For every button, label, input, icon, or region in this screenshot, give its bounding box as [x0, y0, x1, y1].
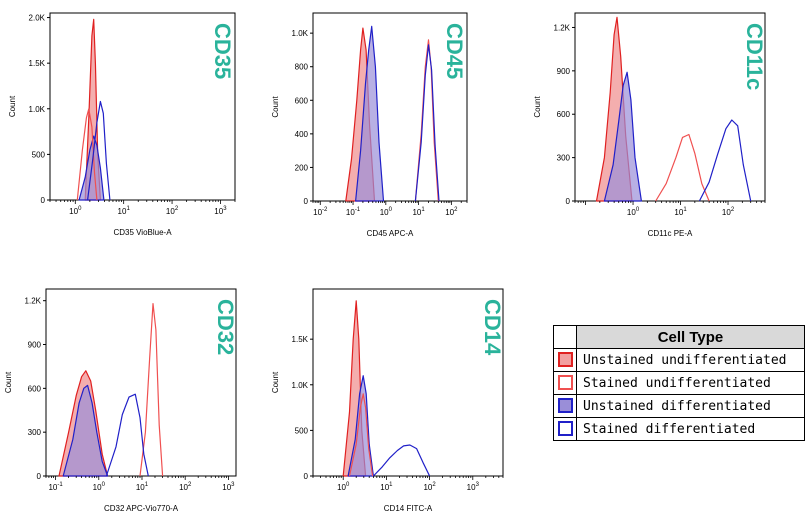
chart-title: CD32: [213, 299, 238, 355]
y-tick-label: 900: [557, 67, 571, 76]
y-tick-label: 300: [28, 428, 42, 437]
y-tick-label: 0: [304, 197, 309, 206]
series-curve: [414, 44, 440, 202]
legend-item: Stained differentiated: [553, 417, 805, 441]
y-tick-label: 600: [557, 110, 571, 119]
y-tick-label: 1.5K: [292, 335, 309, 344]
x-tick-label: 103: [222, 482, 235, 492]
chart-title: CD14: [480, 299, 505, 356]
legend-label: Stained undifferentiated: [576, 371, 805, 395]
plot-frame: [312, 12, 468, 202]
legend-swatch-icon: [557, 398, 573, 414]
x-axis-label: CD14 FITC-A: [384, 504, 433, 513]
x-tick-label: 100: [627, 207, 640, 217]
x-tick-label: 101: [380, 482, 393, 492]
histogram-chart: 0 200 400 600 800 1.0K 10-2 10-1 100 101 102 CD45 A…: [271, 12, 468, 238]
legend-swatch-icon: [557, 375, 573, 391]
x-tick-label: 100: [337, 482, 350, 492]
legend-label: Unstained differentiated: [576, 394, 805, 418]
y-tick-label: 1.0K: [29, 105, 46, 114]
y-tick-label: 1.0K: [292, 29, 309, 38]
chart-title: CD11c: [742, 23, 767, 90]
histogram-chart: 0 500 1.0K 1.5K 100 101 102 103 CD14 FITC-A Count…: [271, 288, 505, 513]
x-tick-label: 101: [118, 206, 131, 216]
legend-label: Unstained undifferentiated: [576, 348, 805, 372]
y-axis-label: Count: [533, 96, 542, 118]
series-curve: [372, 444, 431, 477]
x-tick-label: 102: [166, 206, 179, 216]
x-tick-label: 100: [93, 482, 106, 492]
x-tick-label: 103: [214, 206, 227, 216]
y-tick-label: 0: [37, 472, 42, 481]
y-axis-label: Count: [4, 371, 13, 393]
legend-corner: [553, 325, 577, 349]
x-tick-label: 102: [179, 482, 192, 492]
series-curve: [139, 303, 164, 477]
x-tick-label: 101: [136, 482, 149, 492]
histogram-chart: 0 300 600 900 1.2K 100 101 102 CD11c PE-A Count CD…: [533, 12, 767, 238]
histogram-chart: 0 500 1.0K 1.5K 2.0K 100 101 102 103 CD35 VioBlue…: [8, 12, 236, 237]
y-tick-label: 1.2K: [25, 297, 42, 306]
x-axis-label: CD35 VioBlue-A: [113, 228, 172, 237]
y-tick-label: 1.2K: [554, 23, 571, 32]
y-tick-label: 1.5K: [29, 59, 46, 68]
x-tick-label: 10-1: [48, 482, 63, 492]
y-tick-label: 400: [295, 130, 309, 139]
y-tick-label: 200: [295, 163, 309, 172]
series-curve: [62, 384, 109, 477]
legend-item: Stained undifferentiated: [553, 371, 805, 395]
legend-swatch-icon: [557, 421, 573, 437]
y-tick-label: 0: [304, 472, 309, 481]
y-tick-label: 0: [566, 197, 571, 206]
plot-frame: [49, 12, 236, 201]
legend-swatch-icon: [557, 352, 573, 368]
legend: Cell Type Unstained undifferentiated Sta…: [553, 325, 805, 441]
x-axis-label: CD11c PE-A: [648, 229, 693, 238]
y-tick-label: 500: [32, 150, 46, 159]
y-tick-label: 2.0K: [29, 14, 46, 23]
y-tick-label: 600: [295, 96, 309, 105]
x-axis-label: CD32 APC-Vio770-A: [104, 504, 179, 513]
legend-title: Cell Type: [576, 325, 805, 349]
x-tick-label: 102: [423, 482, 436, 492]
legend-item: Unstained differentiated: [553, 394, 805, 418]
y-tick-label: 0: [41, 196, 46, 205]
series-curve: [355, 25, 385, 202]
y-tick-label: 300: [557, 154, 571, 163]
y-axis-label: Count: [8, 95, 17, 117]
y-tick-label: 900: [28, 341, 42, 350]
histogram-chart: 0 300 600 900 1.2K 10-1 100 101 102 103 CD32 APC-V…: [4, 288, 238, 513]
chart-title: CD35: [210, 23, 235, 79]
y-tick-label: 800: [295, 63, 309, 72]
x-tick-label: 103: [467, 482, 480, 492]
x-tick-label: 102: [445, 207, 458, 217]
y-axis-label: Count: [271, 371, 280, 393]
series-curve: [603, 71, 642, 202]
chart-title: CD45: [442, 23, 467, 79]
series-curve: [76, 108, 98, 201]
x-tick-label: 10-2: [313, 207, 328, 217]
y-tick-label: 600: [28, 384, 42, 393]
plot-frame: [312, 288, 504, 477]
x-axis-label: CD45 APC-A: [367, 229, 414, 238]
y-tick-label: 1.0K: [292, 381, 309, 390]
series-curve: [105, 393, 149, 477]
x-tick-label: 101: [412, 207, 425, 217]
x-tick-label: 100: [69, 206, 82, 216]
y-axis-label: Count: [271, 96, 280, 118]
x-tick-label: 102: [722, 207, 735, 217]
x-tick-label: 101: [674, 207, 687, 217]
series-curve: [348, 393, 374, 477]
legend-item: Unstained undifferentiated: [553, 348, 805, 372]
x-tick-label: 100: [380, 207, 393, 217]
legend-label: Stained differentiated: [576, 417, 805, 441]
series-curve: [87, 100, 111, 201]
x-tick-label: 10-1: [346, 207, 361, 217]
series-curve: [698, 119, 752, 202]
series-curve: [655, 133, 710, 202]
y-tick-label: 500: [295, 426, 309, 435]
